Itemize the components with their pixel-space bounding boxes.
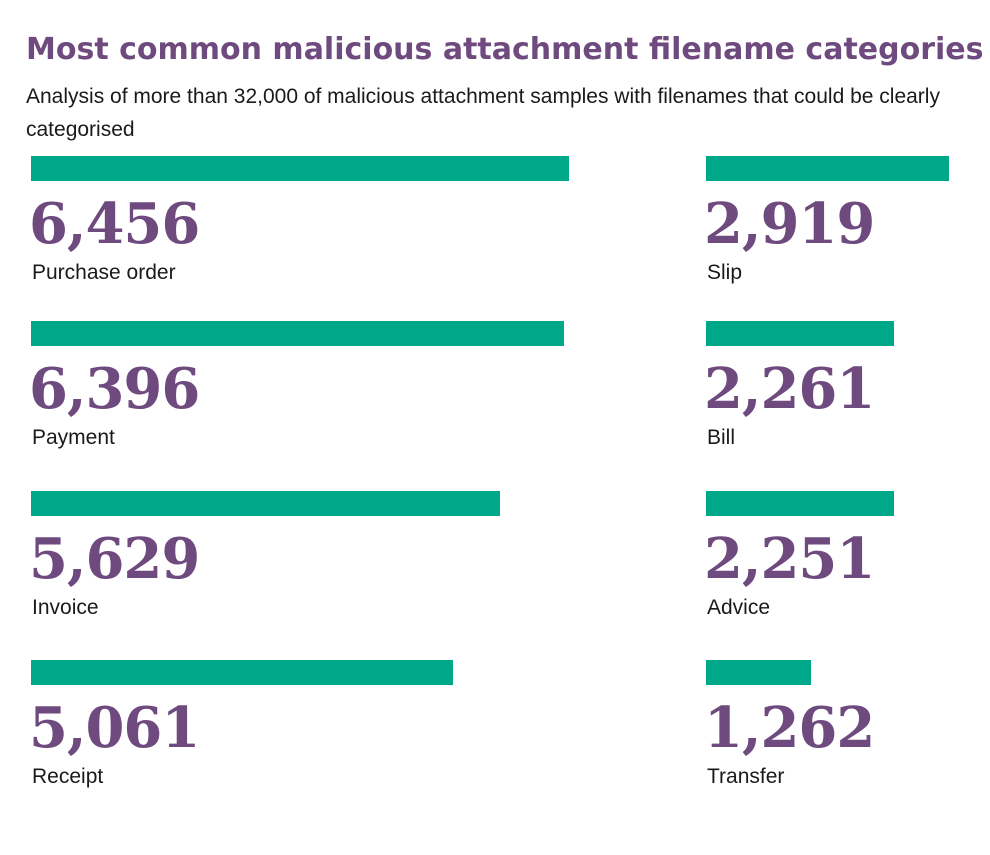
category-label: Invoice [32,596,99,619]
category-label: Receipt [32,765,104,788]
bar [706,491,894,516]
bar-value-label: 6,396 [29,356,200,422]
category-label: Advice [707,596,771,619]
bar [706,660,811,685]
bar-value-label: 2,251 [704,526,875,592]
bar [31,156,569,181]
chart-subtitle: Analysis of more than 32,000 of maliciou… [26,85,940,141]
category-label: Purchase order [32,261,176,284]
category-label: Slip [707,261,743,284]
bar-value-label: 2,919 [704,191,875,257]
bar-value-label: 5,061 [29,695,200,761]
bar [31,660,453,685]
bar-value-label: 2,261 [704,356,875,422]
bar [31,491,500,516]
category-label: Payment [32,426,115,449]
bar-value-label: 6,456 [29,191,200,257]
bar [706,321,894,346]
bar [706,156,949,181]
chart-title: Most common malicious attachment filenam… [26,32,984,67]
category-label: Transfer [707,765,785,788]
bar-value-label: 5,629 [29,526,200,592]
bar [31,321,564,346]
category-label: Bill [707,426,736,449]
bar-value-label: 1,262 [704,695,875,761]
